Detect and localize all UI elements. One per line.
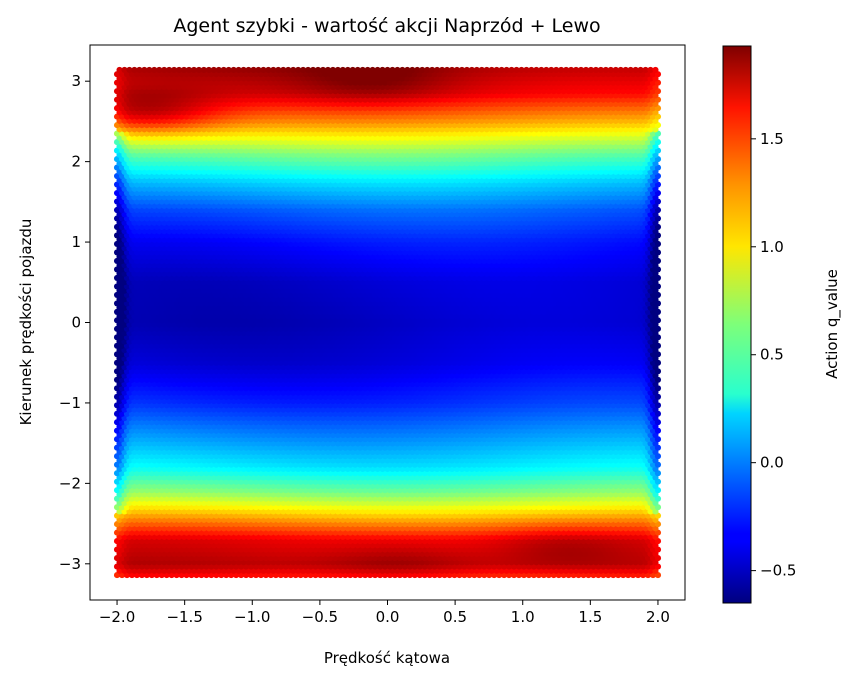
heatmap-cells [113,66,662,579]
chart-title: Agent szybki - wartość akcji Naprzód + L… [173,15,600,37]
plot-area [89,44,686,601]
